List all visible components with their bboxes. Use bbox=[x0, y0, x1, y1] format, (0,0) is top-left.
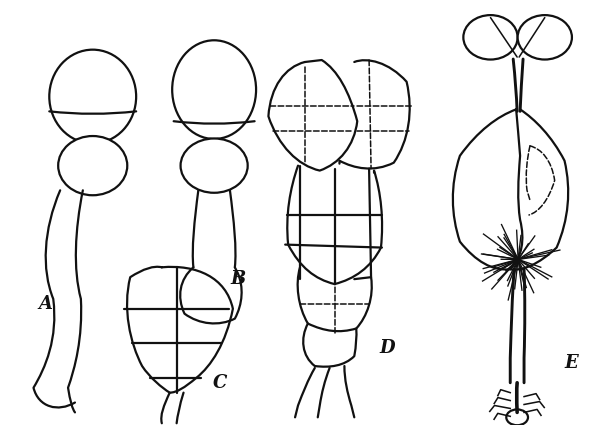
Text: B: B bbox=[231, 270, 246, 288]
Text: A: A bbox=[38, 295, 52, 313]
Text: D: D bbox=[379, 339, 395, 357]
Ellipse shape bbox=[49, 50, 136, 143]
Ellipse shape bbox=[172, 40, 256, 139]
Ellipse shape bbox=[58, 136, 127, 195]
Ellipse shape bbox=[506, 410, 528, 425]
Ellipse shape bbox=[181, 139, 248, 193]
Ellipse shape bbox=[518, 15, 572, 59]
Text: C: C bbox=[213, 374, 227, 392]
Ellipse shape bbox=[463, 15, 518, 59]
Text: E: E bbox=[565, 354, 578, 372]
